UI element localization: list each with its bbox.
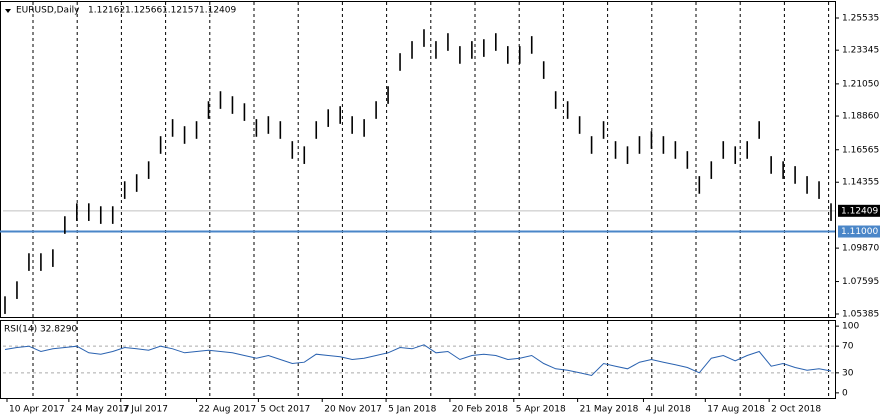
- rsi-title: RSI(14) 32.8290: [4, 325, 77, 335]
- ohlc-value: 1.12157: [162, 6, 199, 16]
- y-tick-label: 1.07595: [842, 277, 879, 287]
- y-tick-label: 1.23345: [842, 46, 879, 56]
- x-tick-label: 5 Jan 2018: [388, 405, 436, 415]
- ohlc-value: 1.12566: [125, 6, 162, 16]
- x-tick-label: 10 Apr 2017: [9, 405, 65, 415]
- x-tick-label: 5 Oct 2017: [260, 405, 310, 415]
- x-tick-label: 4 Jul 2018: [645, 405, 690, 415]
- x-tick-label: 17 Aug 2018: [707, 405, 765, 415]
- ohlc-value: 1.12162: [88, 6, 125, 16]
- ohlc-value: 1.12409: [199, 6, 236, 16]
- x-tick-label: 22 Aug 2017: [199, 405, 257, 415]
- bid-label-bg: [838, 204, 880, 217]
- y-tick-label: 1.18860: [842, 112, 879, 122]
- rsi-frame: [0, 320, 836, 399]
- symbol: EURUSD,Daily: [16, 6, 80, 16]
- x-tick-label: 5 Apr 2018: [516, 405, 566, 415]
- x-tick-label: 7 Jul 2017: [123, 405, 168, 415]
- rsi-tick-label: 30: [842, 368, 854, 378]
- x-tick-label: 24 May 2017: [71, 405, 130, 415]
- bid-label: 1.12409: [841, 206, 878, 216]
- y-tick-label: 1.05385: [842, 310, 879, 320]
- rsi-tick-label: 0: [842, 388, 848, 398]
- x-tick-label: 20 Nov 2017: [324, 405, 382, 415]
- x-tick-label: 2 Oct 2018: [771, 405, 821, 415]
- rsi-tick-label: 70: [842, 342, 854, 352]
- menu-arrow[interactable]: [5, 9, 11, 13]
- y-tick-label: 1.16565: [842, 145, 879, 155]
- x-tick-label: 20 Feb 2018: [452, 405, 508, 415]
- level-label: 1.11000: [841, 227, 878, 237]
- y-tick-label: 1.21050: [842, 79, 879, 89]
- main-frame: [0, 1, 836, 318]
- y-tick-label: 1.14355: [842, 178, 879, 188]
- x-tick-label: 21 May 2018: [580, 405, 639, 415]
- rsi-line: [4, 344, 832, 377]
- rsi-tick-label: 100: [842, 322, 859, 332]
- y-tick-label: 1.09870: [842, 244, 879, 254]
- level-label-bg: [838, 225, 880, 238]
- y-tick-label: 1.25535: [842, 13, 879, 23]
